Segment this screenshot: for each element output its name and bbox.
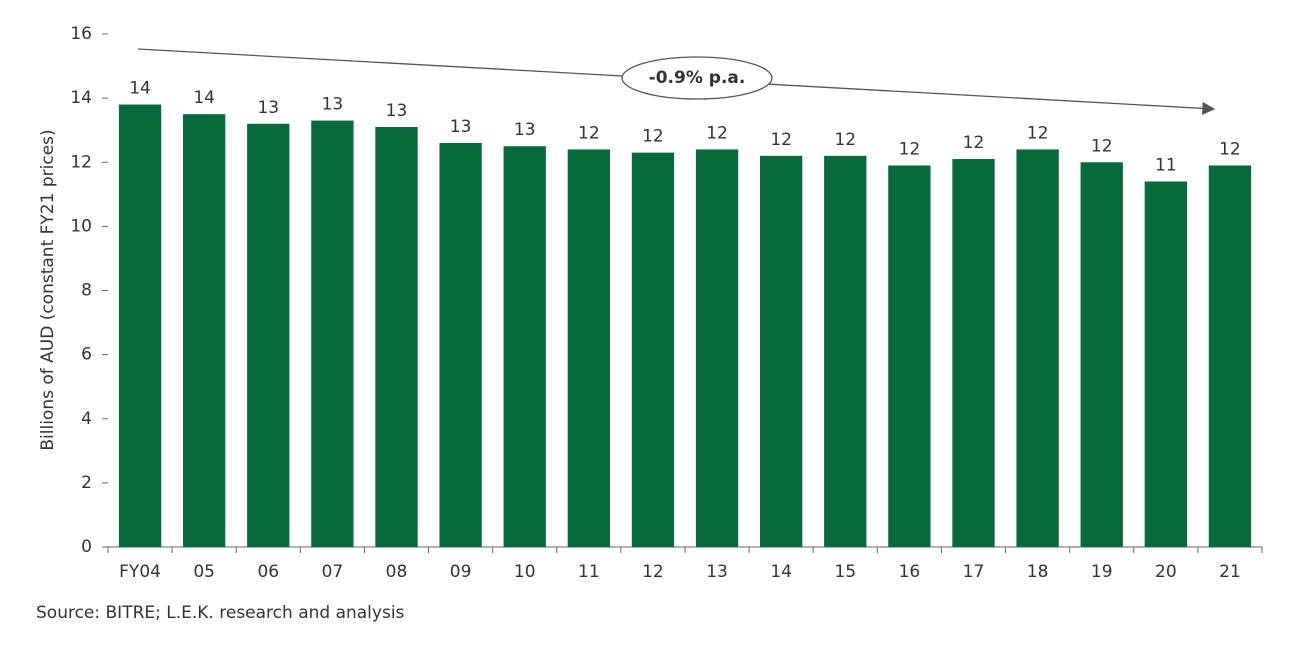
bar (439, 143, 482, 547)
y-tick-label: 16 (70, 24, 92, 44)
y-tick-label: 10 (70, 216, 92, 236)
x-tick-label: 18 (1027, 562, 1049, 582)
x-tick-label: FY04 (119, 562, 161, 582)
x-tick-label: 15 (834, 562, 856, 582)
bar (183, 114, 226, 547)
bar (375, 126, 418, 547)
bar (631, 152, 675, 547)
bar (824, 155, 867, 547)
bar (695, 149, 739, 548)
y-tick-label: 4 (81, 409, 92, 429)
bar (1144, 181, 1187, 548)
value-label: 13 (322, 95, 344, 115)
y-axis-label: Billions of AUD (constant FY21 prices) (38, 129, 58, 450)
value-label: 13 (514, 120, 536, 140)
x-tick-label: 05 (193, 562, 215, 582)
y-tick-label: 2 (81, 473, 92, 493)
value-label: 12 (578, 123, 600, 143)
y-tick-label: 0 (81, 537, 92, 557)
bar (1208, 165, 1252, 548)
value-label: 12 (642, 127, 664, 147)
bar (503, 146, 546, 547)
x-tick-label: 16 (899, 562, 921, 582)
annotation-bubble (621, 56, 773, 100)
bar (1016, 149, 1059, 548)
x-tick-label: 12 (642, 562, 664, 582)
value-label: 14 (193, 88, 215, 108)
value-label: 12 (1027, 123, 1049, 143)
bar (311, 120, 354, 547)
x-tick-label: 21 (1219, 562, 1241, 582)
x-tick-label: 17 (963, 562, 985, 582)
value-label: 12 (963, 133, 985, 153)
y-tick-label: 12 (70, 152, 92, 172)
x-tick-label: 19 (1091, 562, 1113, 582)
bar (1080, 162, 1123, 547)
x-tick-label: 14 (770, 562, 792, 582)
value-label: 12 (706, 123, 728, 143)
value-label: 12 (770, 130, 792, 150)
x-tick-label: 08 (386, 562, 408, 582)
source-note: Source: BITRE; L.E.K. research and analy… (36, 603, 405, 623)
y-tick-label: 6 (81, 345, 92, 365)
value-label: 12 (834, 130, 856, 150)
annotation: -0.9% p.a. (649, 68, 746, 88)
value-label: 14 (129, 79, 151, 99)
bar (567, 149, 610, 548)
value-label: 13 (257, 98, 279, 118)
value-label: 12 (899, 139, 921, 159)
x-tick-label: 06 (257, 562, 279, 582)
value-label: 13 (386, 101, 408, 121)
value-label: 12 (1219, 139, 1241, 159)
x-tick-label: 20 (1155, 562, 1177, 582)
y-tick-label: 8 (81, 281, 92, 301)
bar (952, 159, 995, 547)
value-label: 11 (1155, 155, 1177, 175)
x-tick-label: 13 (706, 562, 728, 582)
bar (247, 123, 290, 548)
x-tick-label: 11 (578, 562, 600, 582)
x-tick-label: 09 (450, 562, 472, 582)
x-tick-label: 10 (514, 562, 536, 582)
bar (760, 155, 803, 547)
x-tick-label: 07 (322, 562, 344, 582)
value-label: 12 (1091, 136, 1113, 156)
bar (118, 104, 162, 547)
value-label: 13 (450, 117, 472, 137)
y-tick-label: 14 (70, 88, 92, 108)
bar (888, 165, 931, 548)
